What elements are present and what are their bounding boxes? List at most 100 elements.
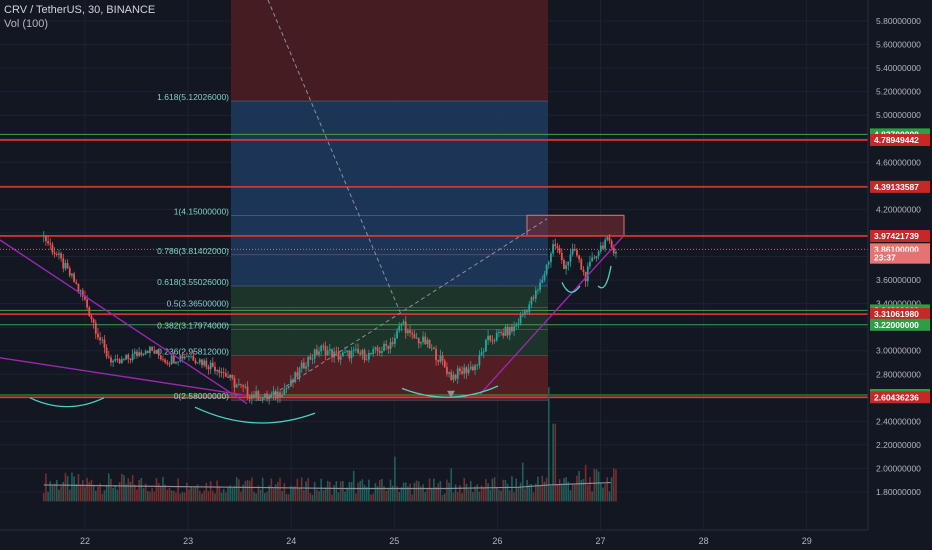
volume-bar bbox=[157, 483, 160, 502]
candle-body bbox=[298, 368, 301, 377]
candle-body bbox=[229, 374, 232, 378]
price-label-tag bbox=[870, 133, 930, 146]
candle-body bbox=[227, 376, 229, 378]
price-label-text: 3.97421739 bbox=[874, 231, 919, 241]
volume-bar bbox=[225, 492, 227, 502]
volume-bar bbox=[118, 482, 121, 502]
candle-body bbox=[534, 290, 537, 299]
volume-bar bbox=[487, 483, 489, 502]
candle-body bbox=[302, 362, 305, 369]
candle-body bbox=[287, 385, 290, 388]
candle-body bbox=[432, 347, 435, 349]
candle-body bbox=[591, 257, 594, 262]
candle-body bbox=[92, 319, 95, 323]
volume-bar bbox=[268, 485, 270, 502]
volume-bar bbox=[316, 489, 318, 502]
volume-moving-average bbox=[43, 481, 611, 490]
volume-bar bbox=[437, 483, 440, 502]
volume-bar bbox=[465, 483, 468, 502]
candle-body bbox=[406, 330, 409, 334]
fib-level-label: 0.5(3.36500000) bbox=[167, 299, 230, 309]
candle-body bbox=[307, 356, 310, 367]
candle-body bbox=[348, 350, 351, 359]
volume-bar bbox=[125, 484, 127, 502]
candle-body bbox=[125, 354, 128, 360]
volume-bar bbox=[285, 493, 288, 502]
volume-bar bbox=[335, 481, 338, 502]
volume-bar bbox=[151, 487, 153, 502]
volume-bar bbox=[400, 487, 403, 502]
volume-bar bbox=[162, 476, 164, 502]
volume-bar bbox=[270, 478, 273, 502]
candle-body bbox=[391, 342, 394, 344]
candle-body bbox=[541, 279, 544, 283]
volume-bar bbox=[467, 489, 470, 502]
candle-body bbox=[498, 331, 500, 333]
volume-bar bbox=[313, 482, 316, 502]
candle-body bbox=[563, 259, 565, 269]
candle-body bbox=[209, 362, 212, 370]
time-tick-label: 25 bbox=[389, 536, 399, 546]
volume-bar bbox=[413, 482, 416, 502]
volume-bar bbox=[376, 486, 379, 502]
candle-body bbox=[51, 244, 54, 253]
volume-bar bbox=[368, 479, 370, 502]
volume-bar bbox=[474, 486, 476, 502]
candle-body bbox=[144, 351, 147, 355]
price-label-tag bbox=[870, 318, 930, 331]
candle-body bbox=[112, 360, 115, 363]
volume-bar bbox=[524, 488, 526, 502]
candle-body bbox=[99, 337, 102, 341]
volume-bar bbox=[586, 484, 589, 502]
candle-body bbox=[335, 351, 338, 353]
candle-body bbox=[365, 359, 368, 361]
volume-bar bbox=[168, 487, 171, 502]
volume-bar bbox=[233, 486, 236, 502]
price-tick-label: 5.00000000 bbox=[876, 110, 921, 120]
price-label-text: 4.78949442 bbox=[874, 135, 919, 145]
candle-body bbox=[482, 351, 485, 353]
volume-bar bbox=[476, 484, 479, 502]
volume-bar bbox=[452, 492, 455, 502]
volume-bar bbox=[190, 486, 192, 502]
volume-bar bbox=[77, 474, 80, 502]
volume-bar bbox=[539, 485, 541, 502]
candle-body bbox=[86, 299, 89, 308]
candle-body bbox=[177, 361, 180, 363]
volume-bar bbox=[300, 477, 303, 502]
volume-bar bbox=[517, 487, 520, 502]
candle-body bbox=[443, 360, 446, 368]
candle-body bbox=[597, 251, 600, 256]
volume-bar bbox=[277, 481, 279, 502]
volume-bar bbox=[303, 490, 305, 502]
candle-body bbox=[478, 354, 481, 366]
volume-indicator-title[interactable]: Vol (100) bbox=[4, 18, 49, 30]
candle-body bbox=[155, 349, 158, 354]
volume-bar bbox=[153, 491, 156, 502]
candle-body bbox=[328, 349, 331, 351]
volume-bar bbox=[292, 486, 294, 502]
volume-bar bbox=[140, 478, 143, 502]
price-tick-label: 5.20000000 bbox=[876, 87, 921, 97]
volume-bar bbox=[298, 487, 301, 502]
volume-bar bbox=[563, 478, 565, 502]
volume-bar bbox=[526, 479, 528, 502]
fib-level-label: 0.786(3.81402000) bbox=[157, 246, 229, 256]
candle-body bbox=[602, 245, 604, 249]
candle-body bbox=[584, 271, 587, 282]
volume-bar bbox=[205, 482, 208, 502]
candle-body bbox=[463, 367, 466, 374]
candle-body bbox=[313, 349, 316, 359]
candle-body bbox=[255, 391, 258, 398]
candle-body bbox=[380, 351, 383, 353]
volume-bar bbox=[578, 471, 580, 502]
candle-body bbox=[181, 355, 184, 359]
volume-bar bbox=[266, 491, 268, 502]
volume-bar bbox=[530, 484, 533, 502]
candle-body bbox=[491, 340, 494, 342]
volume-bar bbox=[469, 480, 472, 502]
symbol-title[interactable]: CRV / TetherUS, 30, BINANCE bbox=[4, 4, 156, 16]
volume-bar bbox=[426, 488, 429, 502]
time-tick-label: 28 bbox=[699, 536, 709, 546]
